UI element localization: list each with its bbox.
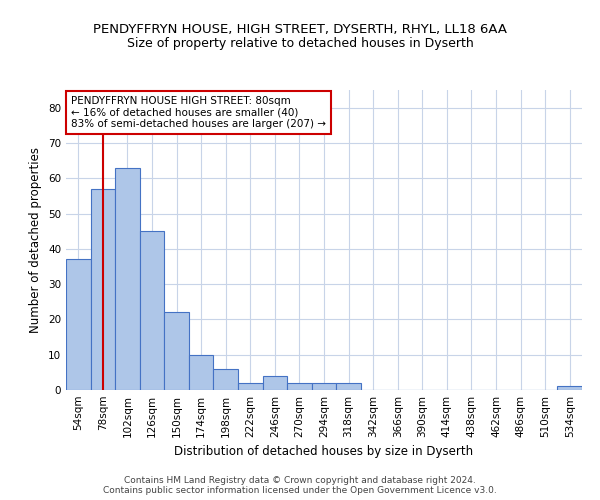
Text: Size of property relative to detached houses in Dyserth: Size of property relative to detached ho… — [127, 38, 473, 51]
Text: PENDYFFRYN HOUSE, HIGH STREET, DYSERTH, RHYL, LL18 6AA: PENDYFFRYN HOUSE, HIGH STREET, DYSERTH, … — [93, 22, 507, 36]
Bar — [557, 386, 582, 390]
Bar — [189, 354, 214, 390]
Bar — [312, 383, 336, 390]
Y-axis label: Number of detached properties: Number of detached properties — [29, 147, 43, 333]
Bar — [66, 260, 91, 390]
Text: Contains HM Land Registry data © Crown copyright and database right 2024.
Contai: Contains HM Land Registry data © Crown c… — [103, 476, 497, 495]
Bar — [214, 369, 238, 390]
Bar — [115, 168, 140, 390]
Bar — [140, 231, 164, 390]
Bar — [287, 383, 312, 390]
Bar — [91, 189, 115, 390]
Bar — [336, 383, 361, 390]
Bar — [238, 383, 263, 390]
X-axis label: Distribution of detached houses by size in Dyserth: Distribution of detached houses by size … — [175, 446, 473, 458]
Text: PENDYFFRYN HOUSE HIGH STREET: 80sqm
← 16% of detached houses are smaller (40)
83: PENDYFFRYN HOUSE HIGH STREET: 80sqm ← 16… — [71, 96, 326, 129]
Bar — [164, 312, 189, 390]
Bar — [263, 376, 287, 390]
